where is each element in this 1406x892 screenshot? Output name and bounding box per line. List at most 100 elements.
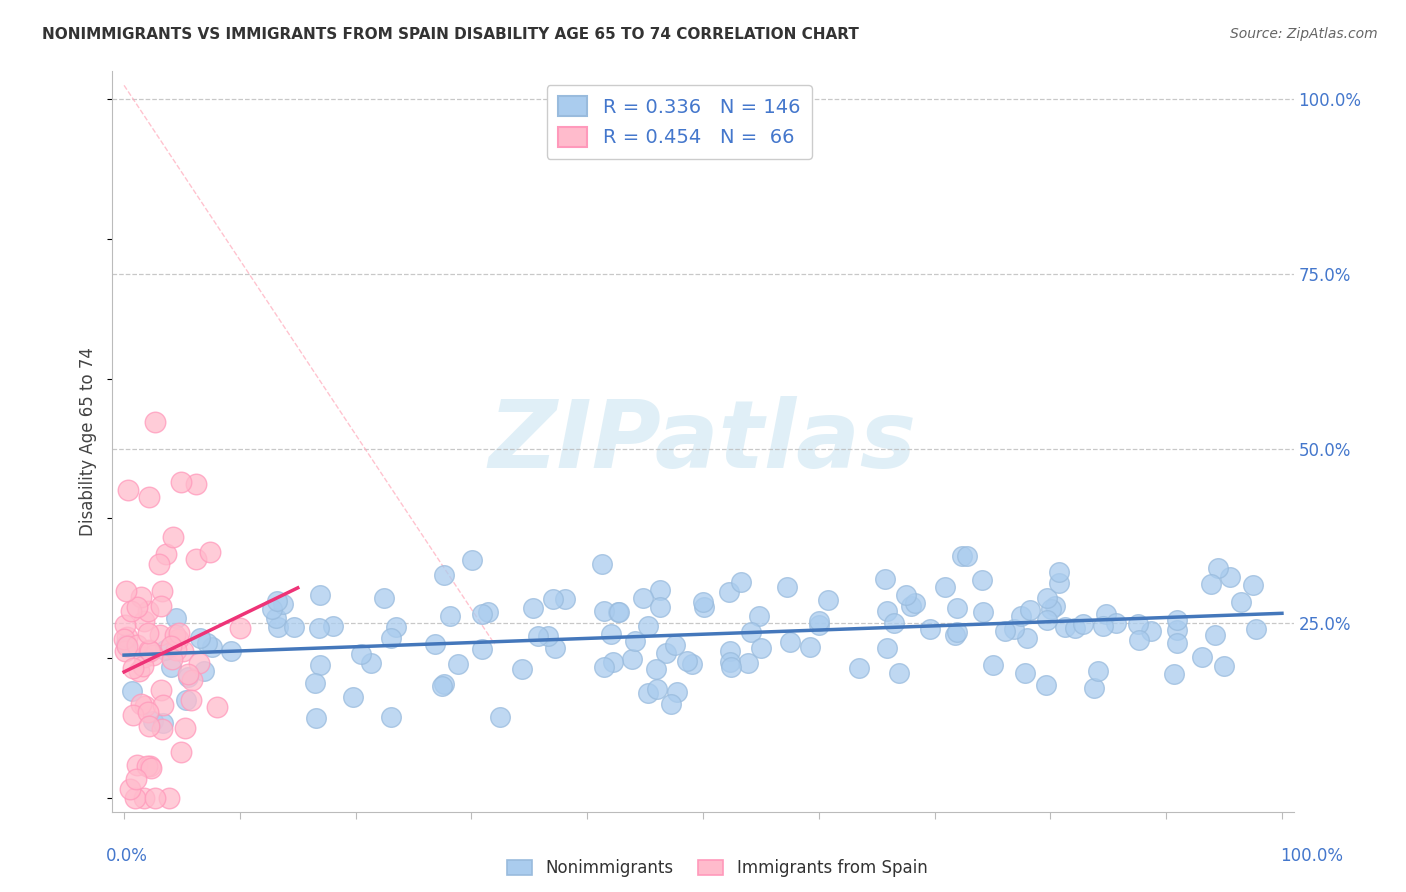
- Nonimmigrants: [956, 549, 979, 564]
- Nonimmigrants: [1208, 561, 1230, 575]
- Nonimmigrants: [737, 656, 759, 670]
- Immigrants from Spain: [134, 698, 156, 713]
- Nonimmigrants: [779, 635, 801, 649]
- Nonimmigrants: [350, 647, 373, 661]
- Nonimmigrants: [1105, 616, 1128, 631]
- Nonimmigrants: [1213, 659, 1236, 673]
- Nonimmigrants: [920, 623, 942, 637]
- Immigrants from Spain: [149, 628, 172, 642]
- Nonimmigrants: [876, 640, 898, 655]
- Nonimmigrants: [946, 600, 969, 615]
- Nonimmigrants: [433, 567, 456, 582]
- Nonimmigrants: [900, 599, 922, 614]
- Nonimmigrants: [488, 710, 510, 724]
- Nonimmigrants: [606, 605, 628, 619]
- Nonimmigrants: [219, 644, 242, 658]
- Nonimmigrants: [308, 621, 330, 635]
- Nonimmigrants: [165, 611, 187, 625]
- Immigrants from Spain: [124, 790, 146, 805]
- Nonimmigrants: [380, 710, 402, 724]
- Nonimmigrants: [692, 595, 714, 609]
- Immigrants from Spain: [160, 652, 183, 666]
- Nonimmigrants: [1014, 665, 1036, 680]
- Nonimmigrants: [1054, 620, 1077, 634]
- Nonimmigrants: [373, 591, 395, 606]
- Immigrants from Spain: [173, 722, 195, 736]
- Nonimmigrants: [1002, 622, 1025, 636]
- Nonimmigrants: [887, 666, 910, 681]
- Immigrants from Spain: [150, 722, 173, 736]
- Nonimmigrants: [807, 614, 830, 628]
- Immigrants from Spain: [117, 483, 139, 498]
- Immigrants from Spain: [115, 640, 138, 654]
- Immigrants from Spain: [120, 604, 142, 618]
- Immigrants from Spain: [139, 761, 162, 775]
- Immigrants from Spain: [149, 682, 172, 697]
- Nonimmigrants: [471, 607, 494, 621]
- Nonimmigrants: [461, 553, 484, 567]
- Nonimmigrants: [1230, 595, 1253, 609]
- Y-axis label: Disability Age 65 to 74: Disability Age 65 to 74: [79, 347, 97, 536]
- Immigrants from Spain: [172, 644, 194, 658]
- Nonimmigrants: [718, 644, 741, 658]
- Text: Source: ZipAtlas.com: Source: ZipAtlas.com: [1230, 27, 1378, 41]
- Immigrants from Spain: [152, 698, 174, 713]
- Nonimmigrants: [749, 640, 772, 655]
- Nonimmigrants: [681, 657, 703, 671]
- Immigrants from Spain: [112, 632, 135, 646]
- Nonimmigrants: [1204, 628, 1226, 642]
- Nonimmigrants: [934, 580, 956, 594]
- Nonimmigrants: [544, 640, 567, 655]
- Nonimmigrants: [1018, 603, 1040, 617]
- Nonimmigrants: [647, 681, 669, 696]
- Nonimmigrants: [1043, 599, 1066, 614]
- Nonimmigrants: [637, 618, 659, 632]
- Nonimmigrants: [177, 670, 200, 684]
- Nonimmigrants: [541, 592, 564, 607]
- Nonimmigrants: [599, 627, 621, 641]
- Nonimmigrants: [1010, 608, 1032, 623]
- Immigrants from Spain: [163, 628, 186, 642]
- Immigrants from Spain: [198, 545, 221, 559]
- Immigrants from Spain: [128, 664, 150, 678]
- Immigrants from Spain: [167, 626, 190, 640]
- Nonimmigrants: [799, 640, 821, 654]
- Nonimmigrants: [537, 630, 560, 644]
- Nonimmigrants: [876, 603, 898, 617]
- Nonimmigrants: [875, 573, 897, 587]
- Immigrants from Spain: [134, 649, 156, 664]
- Nonimmigrants: [153, 643, 176, 657]
- Nonimmigrants: [380, 632, 402, 646]
- Immigrants from Spain: [138, 643, 160, 657]
- Immigrants from Spain: [138, 705, 160, 719]
- Nonimmigrants: [1049, 575, 1071, 590]
- Immigrants from Spain: [138, 490, 160, 504]
- Nonimmigrants: [1035, 591, 1057, 605]
- Nonimmigrants: [664, 638, 686, 652]
- Immigrants from Spain: [169, 745, 191, 759]
- Immigrants from Spain: [207, 700, 229, 714]
- Nonimmigrants: [152, 715, 174, 730]
- Nonimmigrants: [1241, 578, 1264, 592]
- Nonimmigrants: [950, 549, 973, 563]
- Nonimmigrants: [510, 662, 533, 676]
- Nonimmigrants: [817, 593, 839, 607]
- Nonimmigrants: [943, 628, 966, 642]
- Nonimmigrants: [717, 585, 740, 599]
- Immigrants from Spain: [229, 621, 252, 635]
- Nonimmigrants: [631, 591, 654, 605]
- Nonimmigrants: [883, 616, 905, 631]
- Nonimmigrants: [593, 604, 616, 618]
- Nonimmigrants: [190, 631, 212, 645]
- Nonimmigrants: [720, 660, 742, 674]
- Immigrants from Spain: [129, 591, 152, 605]
- Immigrants from Spain: [187, 656, 209, 670]
- Nonimmigrants: [193, 664, 215, 678]
- Nonimmigrants: [693, 600, 716, 615]
- Nonimmigrants: [972, 573, 994, 587]
- Immigrants from Spain: [169, 475, 191, 489]
- Nonimmigrants: [650, 600, 672, 615]
- Nonimmigrants: [946, 625, 969, 640]
- Nonimmigrants: [665, 684, 688, 698]
- Nonimmigrants: [730, 574, 752, 589]
